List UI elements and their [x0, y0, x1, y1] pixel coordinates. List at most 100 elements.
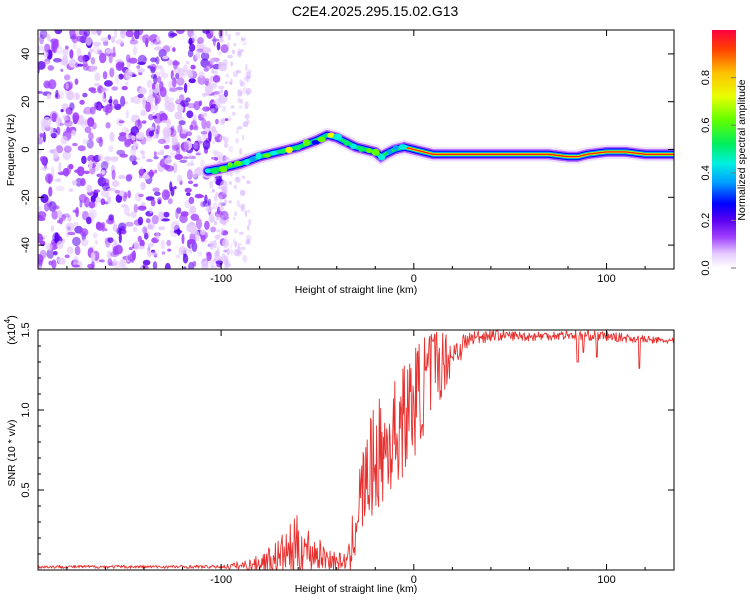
noise-speckle	[207, 198, 211, 207]
ridge-band-red	[404, 146, 674, 158]
noise-speckle	[82, 63, 89, 71]
noise-speckle	[187, 221, 197, 233]
noise-speckle	[69, 102, 75, 111]
ridge-blob	[280, 148, 287, 154]
noise-speckle	[179, 213, 188, 224]
noise-speckle	[162, 55, 169, 60]
snr-ticks: -100 0 100 0.5 1.0 1.5	[20, 322, 674, 586]
noise-speckle	[172, 59, 178, 70]
noise-speckle	[210, 108, 215, 114]
noise-speckle	[205, 251, 211, 257]
noise-speckle	[149, 207, 153, 214]
noise-speckle	[244, 209, 247, 218]
noise-speckle	[181, 68, 188, 78]
noise-speckle	[147, 95, 155, 104]
noise-speckle	[123, 191, 128, 199]
noise-speckle	[227, 33, 231, 41]
noise-speckle	[203, 48, 211, 54]
noise-speckle	[246, 91, 250, 96]
noise-speckle	[234, 176, 239, 182]
spectrogram-xtick-label: 0	[411, 273, 417, 285]
colorbar-tick-label: 0.4	[700, 165, 712, 180]
noise-speckle	[56, 240, 64, 249]
noise-speckle	[186, 192, 191, 196]
noise-speckle	[219, 214, 225, 221]
noise-speckle	[200, 51, 210, 61]
noise-speckle	[156, 124, 160, 135]
noise-speckle	[209, 240, 215, 251]
noise-speckle	[205, 78, 210, 82]
noise-speckle	[111, 169, 116, 180]
noise-speckle	[42, 116, 52, 128]
noise-speckle	[218, 85, 225, 90]
noise-speckle	[195, 230, 200, 242]
noise-speckle	[105, 122, 111, 129]
noise-speckle	[161, 189, 170, 201]
noise-speckle	[234, 228, 238, 234]
ridge-blob	[204, 168, 211, 173]
noise-speckle	[107, 187, 117, 192]
noise-speckle	[97, 104, 102, 112]
noise-speckle	[160, 218, 170, 222]
noise-speckle	[156, 151, 164, 156]
noise-speckle	[150, 66, 156, 74]
noise-speckle	[83, 170, 90, 175]
noise-speckle	[38, 148, 42, 155]
noise-speckle	[118, 174, 126, 180]
noise-speckle	[60, 109, 64, 113]
noise-speckle	[65, 168, 69, 178]
noise-speckle	[101, 221, 106, 232]
noise-speckle	[139, 265, 144, 269]
noise-speckle	[109, 67, 115, 78]
noise-speckle	[126, 173, 133, 180]
noise-speckle	[245, 239, 251, 245]
noise-speckle	[237, 97, 241, 104]
noise-speckle	[124, 68, 133, 80]
noise-speckle	[153, 113, 163, 124]
noise-speckle	[118, 120, 125, 124]
noise-speckle	[125, 30, 134, 38]
noise-speckle	[108, 145, 114, 153]
noise-speckle	[227, 54, 233, 59]
noise-speckle	[244, 113, 250, 120]
noise-speckle	[240, 203, 246, 211]
colorbar-ticks: 0.0 0.2 0.4 0.6 0.8	[700, 70, 736, 276]
noise-speckle	[175, 254, 181, 259]
noise-speckle	[94, 239, 98, 245]
noise-speckle	[138, 193, 144, 198]
noise-speckle	[108, 214, 115, 221]
noise-speckle	[228, 145, 234, 153]
noise-speckle	[213, 195, 218, 202]
noise-speckle	[224, 156, 230, 161]
noise-speckle	[231, 111, 236, 116]
noise-speckle	[62, 150, 71, 161]
noise-speckle	[239, 189, 246, 197]
noise-speckle	[208, 81, 213, 89]
noise-speckle	[170, 70, 174, 80]
noise-speckle	[51, 259, 57, 269]
noise-speckle	[113, 99, 119, 106]
noise-speckle	[198, 71, 205, 78]
noise-speckle	[186, 169, 193, 180]
noise-speckle	[210, 226, 217, 233]
noise-speckle	[246, 69, 252, 75]
noise-speckle	[90, 90, 97, 94]
noise-speckle	[236, 128, 239, 134]
noise-speckle	[68, 58, 77, 68]
noise-speckle	[45, 61, 50, 65]
noise-speckle	[220, 34, 224, 41]
noise-speckle	[38, 63, 41, 70]
noise-speckle	[247, 224, 250, 231]
noise-speckle	[175, 98, 182, 103]
noise-speckle	[53, 58, 62, 63]
noise-speckle	[55, 185, 65, 192]
noise-speckle	[158, 226, 166, 231]
noise-speckle	[178, 120, 186, 126]
noise-speckle	[185, 131, 193, 137]
noise-speckle	[119, 153, 128, 158]
ridge-blob	[243, 159, 250, 166]
noise-speckle	[47, 65, 55, 71]
noise-speckle	[213, 93, 217, 98]
noise-speckle	[60, 68, 64, 72]
noise-speckle	[140, 150, 146, 155]
